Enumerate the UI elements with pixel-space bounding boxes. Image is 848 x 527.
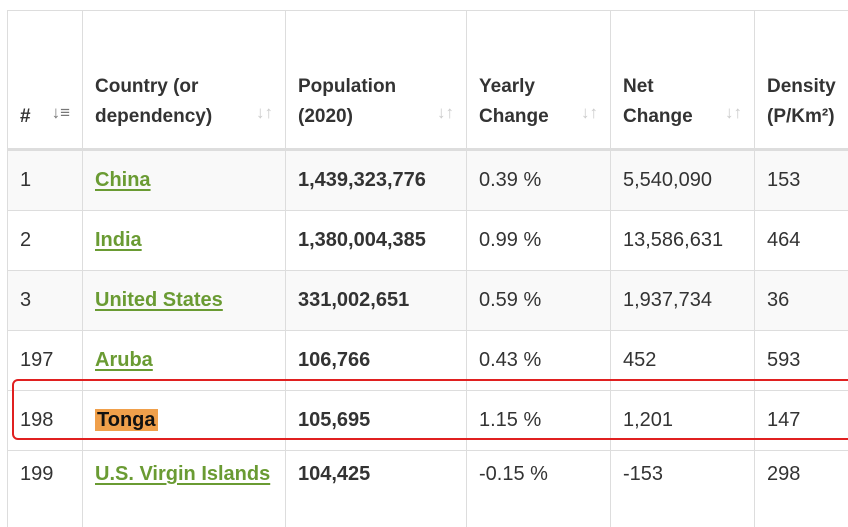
density-cell: 298	[754, 450, 848, 527]
country-cell: U.S. Virgin Islands	[82, 450, 286, 527]
density-cell: 153	[754, 149, 848, 211]
population-cell: 1,380,004,385	[285, 210, 467, 271]
net-change-cell: 1,937,734	[610, 270, 755, 331]
country-link[interactable]: Aruba	[95, 349, 153, 371]
table-body: 1 China 1,439,323,776 0.39 % 5,540,090 1…	[7, 149, 848, 527]
country-link[interactable]: U.S. Virgin Islands	[95, 463, 271, 485]
yearly-change-cell: 0.59 %	[466, 270, 611, 331]
country-cell: United States	[82, 270, 286, 331]
population-cell: 331,002,651	[285, 270, 467, 331]
sort-icon[interactable]: ↓↑	[256, 103, 273, 122]
density-cell: 147	[754, 390, 848, 451]
column-header-rank[interactable]: # ↓≡	[7, 10, 83, 151]
sort-icon[interactable]: ↓↑	[725, 103, 742, 122]
country-link[interactable]: United States	[95, 289, 223, 311]
yearly-change-cell: 0.99 %	[466, 210, 611, 271]
table-header: # ↓≡ Country (or dependency) ↓↑ Populati…	[7, 10, 848, 151]
highlighted-country-text[interactable]: Tonga	[95, 409, 158, 431]
rank-cell: 199	[7, 450, 83, 527]
column-header-label: Density (P/Km²)	[767, 76, 836, 127]
country-link[interactable]: India	[95, 229, 142, 251]
column-header-label: Net Change	[623, 76, 693, 127]
country-cell: Aruba	[82, 330, 286, 391]
country-cell: China	[82, 149, 286, 211]
yearly-change-cell: 0.43 %	[466, 330, 611, 391]
column-header-yearly-change[interactable]: Yearly Change ↓↑	[466, 10, 611, 151]
population-cell: 1,439,323,776	[285, 149, 467, 211]
net-change-cell: 5,540,090	[610, 149, 755, 211]
population-cell: 106,766	[285, 330, 467, 391]
column-header-net-change[interactable]: Net Change ↓↑	[610, 10, 755, 151]
table-row: 199 U.S. Virgin Islands 104,425 -0.15 % …	[7, 450, 848, 527]
population-table: # ↓≡ Country (or dependency) ↓↑ Populati…	[7, 10, 848, 527]
net-change-cell: -153	[610, 450, 755, 527]
column-header-label: #	[20, 106, 31, 127]
net-change-cell: 13,586,631	[610, 210, 755, 271]
density-cell: 464	[754, 210, 848, 271]
rank-cell: 197	[7, 330, 83, 391]
column-header-label: Population (2020)	[298, 76, 397, 127]
density-cell: 593	[754, 330, 848, 391]
population-cell: 105,695	[285, 390, 467, 451]
column-header-country[interactable]: Country (or dependency) ↓↑	[82, 10, 286, 151]
sort-icon[interactable]: ↓↑	[581, 103, 598, 122]
table-row: 3 United States 331,002,651 0.59 % 1,937…	[7, 270, 848, 331]
yearly-change-cell: -0.15 %	[466, 450, 611, 527]
net-change-cell: 1,201	[610, 390, 755, 451]
rank-cell: 2	[7, 210, 83, 271]
country-link[interactable]: China	[95, 169, 151, 191]
country-cell: Tonga	[82, 390, 286, 451]
population-cell: 104,425	[285, 450, 467, 527]
column-header-label: Country (or dependency)	[95, 76, 213, 127]
column-header-population[interactable]: Population (2020) ↓↑	[285, 10, 467, 151]
rank-cell: 1	[7, 149, 83, 211]
rank-cell: 198	[7, 390, 83, 451]
header-row: # ↓≡ Country (or dependency) ↓↑ Populati…	[7, 10, 848, 151]
table-row-highlighted: 198 Tonga 105,695 1.15 % 1,201 147	[7, 390, 848, 451]
country-cell: India	[82, 210, 286, 271]
yearly-change-cell: 1.15 %	[466, 390, 611, 451]
sort-icon[interactable]: ↓↑	[437, 103, 454, 122]
table-row: 197 Aruba 106,766 0.43 % 452 593	[7, 330, 848, 391]
sort-ascending-icon[interactable]: ↓≡	[51, 103, 70, 122]
net-change-cell: 452	[610, 330, 755, 391]
column-header-label: Yearly Change	[479, 76, 549, 127]
rank-cell: 3	[7, 270, 83, 331]
column-header-density[interactable]: Density (P/Km²)	[754, 10, 848, 151]
yearly-change-cell: 0.39 %	[466, 149, 611, 211]
density-cell: 36	[754, 270, 848, 331]
table-row: 2 India 1,380,004,385 0.99 % 13,586,631 …	[7, 210, 848, 271]
table-row: 1 China 1,439,323,776 0.39 % 5,540,090 1…	[7, 149, 848, 211]
